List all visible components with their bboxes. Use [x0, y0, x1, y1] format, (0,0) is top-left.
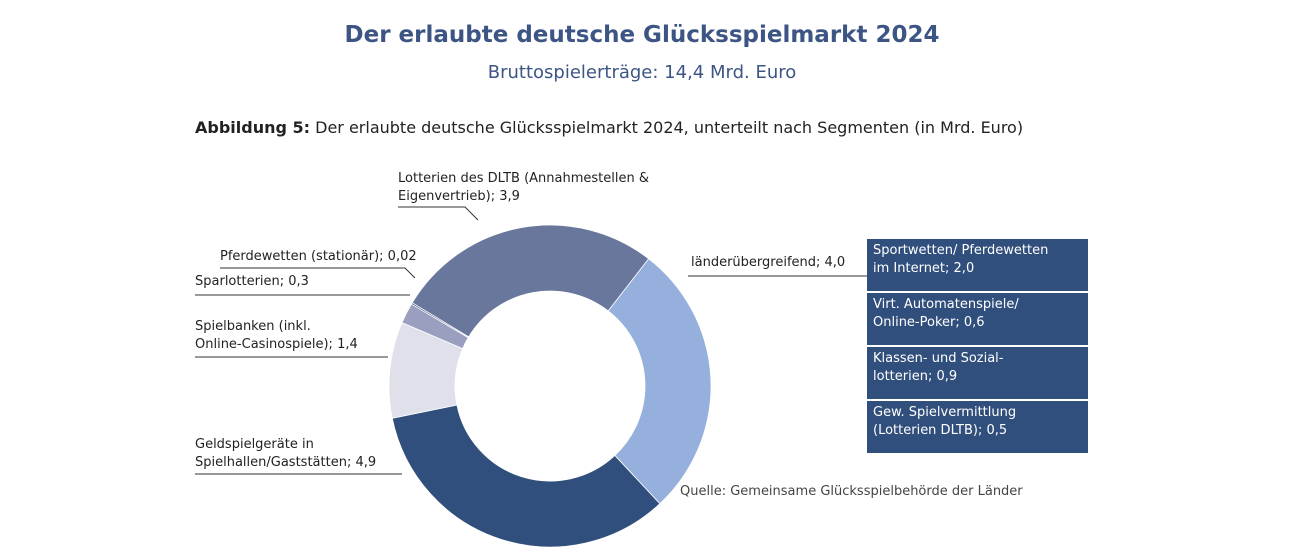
breakdown-item: Virt. Automatenspiele/Online-Poker; 0,6: [867, 293, 1088, 347]
label-laender: länderübergreifend; 4,0: [691, 255, 846, 270]
donut-slice: [607, 258, 712, 505]
chart-title: Der erlaubte deutsche Glücksspielmarkt 2…: [344, 22, 940, 48]
source-note: Quelle: Gemeinsame Glücksspielbehörde de…: [680, 484, 1023, 499]
donut-slice: [411, 224, 650, 338]
label-spar: Sparlotterien; 0,3: [195, 274, 309, 289]
label-pferde: Pferdewetten (stationär); 0,02: [220, 249, 417, 264]
laender-breakdown: Sportwetten/ Pferdewetten im Internet; 2,…: [867, 239, 1088, 455]
label-dltb: Lotterien des DLTB (Annahmestellen & Eige…: [398, 171, 650, 204]
leader-line: [398, 206, 479, 221]
donut-slice: [410, 302, 470, 339]
chart-subtitle: Bruttospielerträge: 14,4 Mrd. Euro: [487, 62, 797, 83]
label-spielbanken: Spielbanken (inkl. Online-Casinospiele); …: [195, 319, 358, 352]
donut-slice: [391, 404, 661, 548]
breakdown-item: Sportwetten/ Pferdewetten im Internet; 2,…: [867, 239, 1088, 293]
figure-caption: Abbildung 5: Der erlaubte deutsche Glück…: [195, 118, 1023, 137]
caption-prefix: Abbildung 5:: [195, 118, 311, 137]
breakdown-item: Klassen- und Sozial-lotterien; 0,9: [867, 347, 1088, 401]
caption-text: Der erlaubte deutsche Glücksspielmarkt 2…: [310, 118, 1024, 137]
breakdown-item: Gew. Spielvermittlung (Lotterien DLTB); 0…: [867, 401, 1088, 455]
leader-line: [220, 267, 416, 279]
label-geld: Geldspielgeräte in Spielhallen/Gaststätte…: [195, 437, 377, 470]
